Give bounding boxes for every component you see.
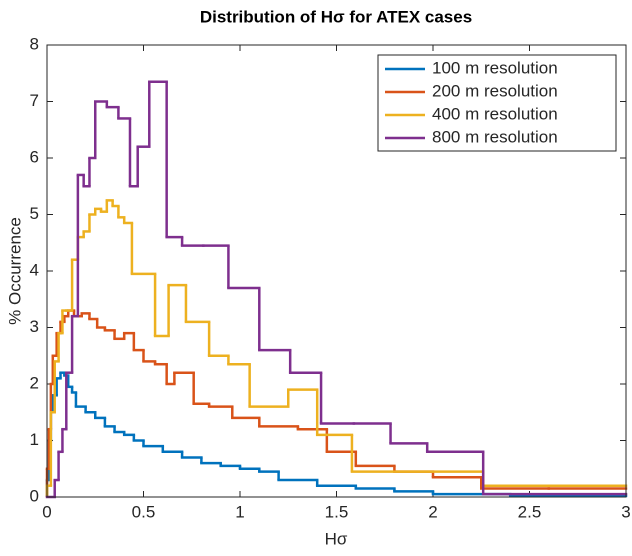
x-axis-label: Hσ [325,529,348,548]
legend-label: 800 m resolution [432,127,558,146]
legend-label: 400 m resolution [432,104,558,123]
y-tick-label: 4 [30,260,39,279]
x-tick-label: 2.5 [518,502,542,521]
y-tick-label: 8 [30,34,39,53]
plot-frame [46,44,627,498]
x-tick-label: 2 [428,502,437,521]
legend-box [377,54,617,152]
x-tick-label: 1 [235,502,244,521]
x-tick-label: 3 [621,502,630,521]
x-tick-label: 0 [42,502,51,521]
y-tick-label: 5 [30,204,39,223]
legend-label: 200 m resolution [432,81,558,100]
legend-label: 100 m resolution [432,58,558,77]
y-tick-label: 2 [30,373,39,392]
y-tick-label: 1 [30,430,39,449]
y-axis-label: % Occurrence [5,217,24,325]
y-tick-label: 3 [30,317,39,336]
x-tick-label: 1.5 [325,502,349,521]
y-tick-label: 7 [30,91,39,110]
chart-title: Distribution of Hσ for ATEX cases [200,7,472,26]
x-tick-label: 0.5 [132,502,156,521]
y-tick-label: 0 [30,486,39,505]
y-tick-label: 6 [30,147,39,166]
